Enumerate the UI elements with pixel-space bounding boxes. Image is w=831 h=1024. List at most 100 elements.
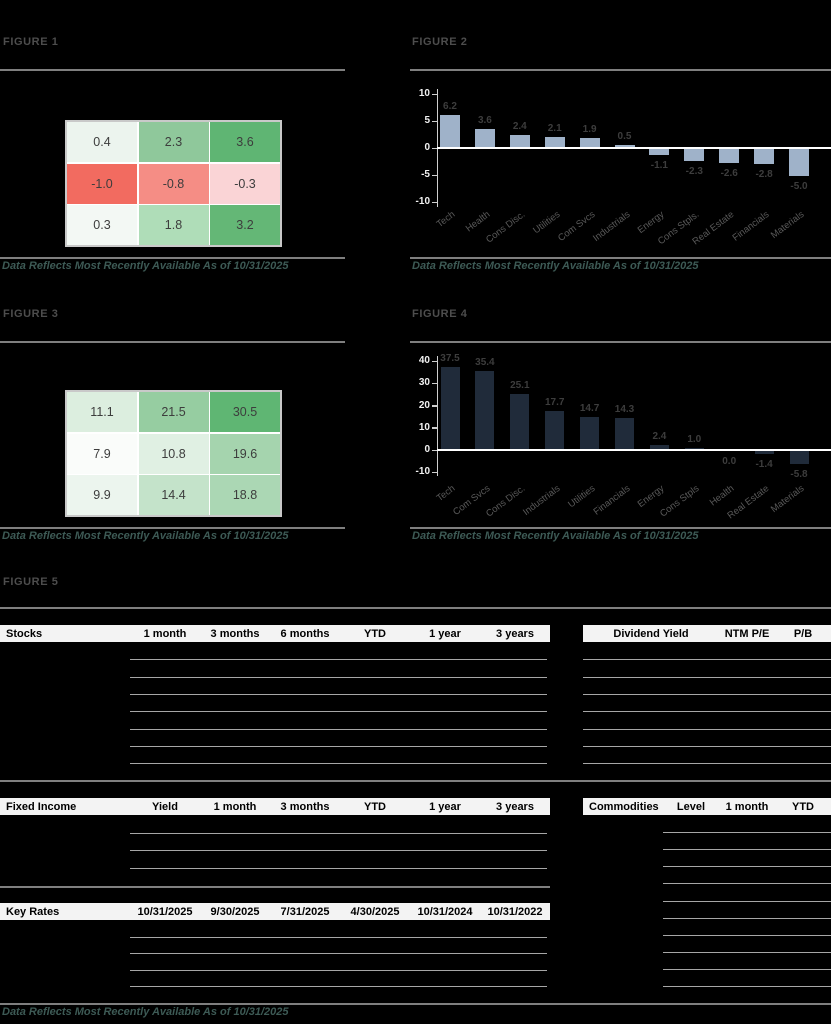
figure-3-footnote: Data Reflects Most Recently Available As… [2,530,289,542]
table-row-line [130,659,547,661]
table-row-line [663,917,831,919]
y-tick-label: 10 [418,421,430,433]
heatmap-cell: 14.4 [138,475,209,515]
table-row-line [130,763,547,765]
figure-2-bar-chart: 10 5 0 -5 -10 6.2 Tech 3.6 Health 2.4 Cons Disc. 2.… [405,0,831,290]
table-row-line [583,676,831,678]
table-header-cell: 10/31/2025 [137,905,193,918]
stocks-table: Stocks 1 month 3 months 6 months YTD 1 year 3 … [0,625,550,780]
y-tick-label: 0 [424,142,430,153]
heatmap-cell: 18.8 [210,475,280,515]
table-row-line [583,763,831,765]
table-row-line [583,728,831,730]
divider-line [0,257,345,259]
heatmap-cell: 2.3 [138,122,209,162]
figure-2-section: FIGURE 2 10 5 0 -5 -10 6.2 Tech 3.6 Health 2.4 Con… [405,0,831,290]
table-header-cell: 9/30/2025 [210,905,260,918]
y-tick-label: 0 [424,444,430,455]
table-header-cell: 1 month [213,800,257,813]
table-header-cell: Yield [152,800,178,813]
table-header-cell: 1 year [429,627,461,640]
heatmap-cell: -0.3 [210,163,280,204]
heatmap-cell: 1.8 [138,205,209,245]
figure-2-footnote: Data Reflects Most Recently Available As… [412,260,699,272]
table-header-cell: 1 month [143,627,187,640]
table-row-line [130,745,547,747]
figure-5-title: FIGURE 5 [3,576,59,588]
bar [440,114,460,148]
table-row-line [583,659,831,661]
bar-value-label: 1.9 [582,123,597,135]
heatmap-cell: 0.3 [67,205,137,245]
y-tick-mark [432,93,437,95]
divider-line [0,527,345,529]
bar-value-label: 2.1 [547,122,562,134]
bar-value-label: 17.7 [544,396,565,408]
y-tick-mark [432,120,437,122]
table-row-line [583,711,831,713]
y-tick-label: -10 [415,466,430,478]
y-tick-mark [432,382,437,385]
table-row-line [130,936,547,938]
bar-value-label: -5.8 [790,468,808,480]
y-tick-mark [432,174,437,176]
bar [615,418,634,450]
figure-5-section: FIGURE 5 Stocks 1 month 3 months 6 months YT… [0,550,831,1024]
table-header-cell: P/B [793,627,813,640]
bar-value-label: -5.0 [790,181,808,192]
table-row-line [663,986,831,987]
figure-1-section: FIGURE 1 0.4 2.3 3.6 -1.0 -0.8 -0.3 0.3 1.8 3.2 … [0,0,405,290]
figure-3-heatmap: 11.1 21.5 30.5 7.9 10.8 19.6 9.9 14.4 18.8 [65,390,282,517]
bar [579,137,600,148]
table-header-cell: 3 months [210,627,260,640]
table-row-line [130,969,547,971]
heatmap-cell: 21.5 [138,392,209,432]
table-row-line [130,832,547,834]
table-row-line [130,868,547,870]
table-header-cell: 3 months [280,800,330,813]
table-row-line [130,728,547,730]
table-row-line [583,693,831,695]
dividend-yield-table: Dividend Yield NTM P/E P/B [583,625,831,780]
figure-2-title: FIGURE 2 [412,36,468,48]
y-tick-label: -5 [421,169,430,180]
bar [719,149,740,164]
table-row-line [130,986,547,988]
bar [789,451,809,464]
heatmap-cell: 10.8 [138,433,209,474]
table-header-cell: Key Rates [6,905,60,918]
y-tick-label: 30 [418,377,430,389]
table-header-cell: 3 years [496,627,534,640]
bar [580,417,600,450]
figure-1-title: FIGURE 1 [3,36,59,48]
divider-line [410,527,831,529]
table-header-cell: 7/31/2025 [280,905,330,918]
table-row-line [663,849,831,851]
divider-line [410,69,831,71]
bar-value-label: 2.4 [652,430,667,442]
heatmap-cell: 9.9 [67,475,137,515]
commodities-table: Commodities Level 1 month YTD [583,798,831,1003]
bar-value-label: 6.2 [443,100,457,112]
y-tick-label: 20 [418,399,430,411]
figure-1-heatmap: 0.4 2.3 3.6 -1.0 -0.8 -0.3 0.3 1.8 3.2 [65,120,282,247]
table-header-row: Key Rates 10/31/2025 9/30/2025 7/31/2025 4/3… [0,903,550,920]
table-header-cell: Commodities [589,800,659,813]
table-header-cell: 10/31/2024 [417,905,473,918]
table-row-line [130,693,547,695]
zero-axis-line [437,449,831,451]
heatmap-cell: -0.8 [138,163,209,204]
divider-line [0,69,345,71]
bar [475,371,495,450]
bar-value-label: 2.4 [512,121,527,133]
table-row-line [663,934,831,936]
table-header-cell: 4/30/2025 [350,905,400,918]
y-axis-line [437,356,438,476]
divider-line [0,1003,831,1005]
table-header-cell: 3 years [496,800,534,813]
table-row-line [130,711,547,713]
bar-value-label: -2.8 [755,169,773,181]
fixed-income-table: Fixed Income Yield 1 month 3 months YTD 1 yea… [0,798,550,886]
bar-value-label: -2.6 [720,168,738,180]
